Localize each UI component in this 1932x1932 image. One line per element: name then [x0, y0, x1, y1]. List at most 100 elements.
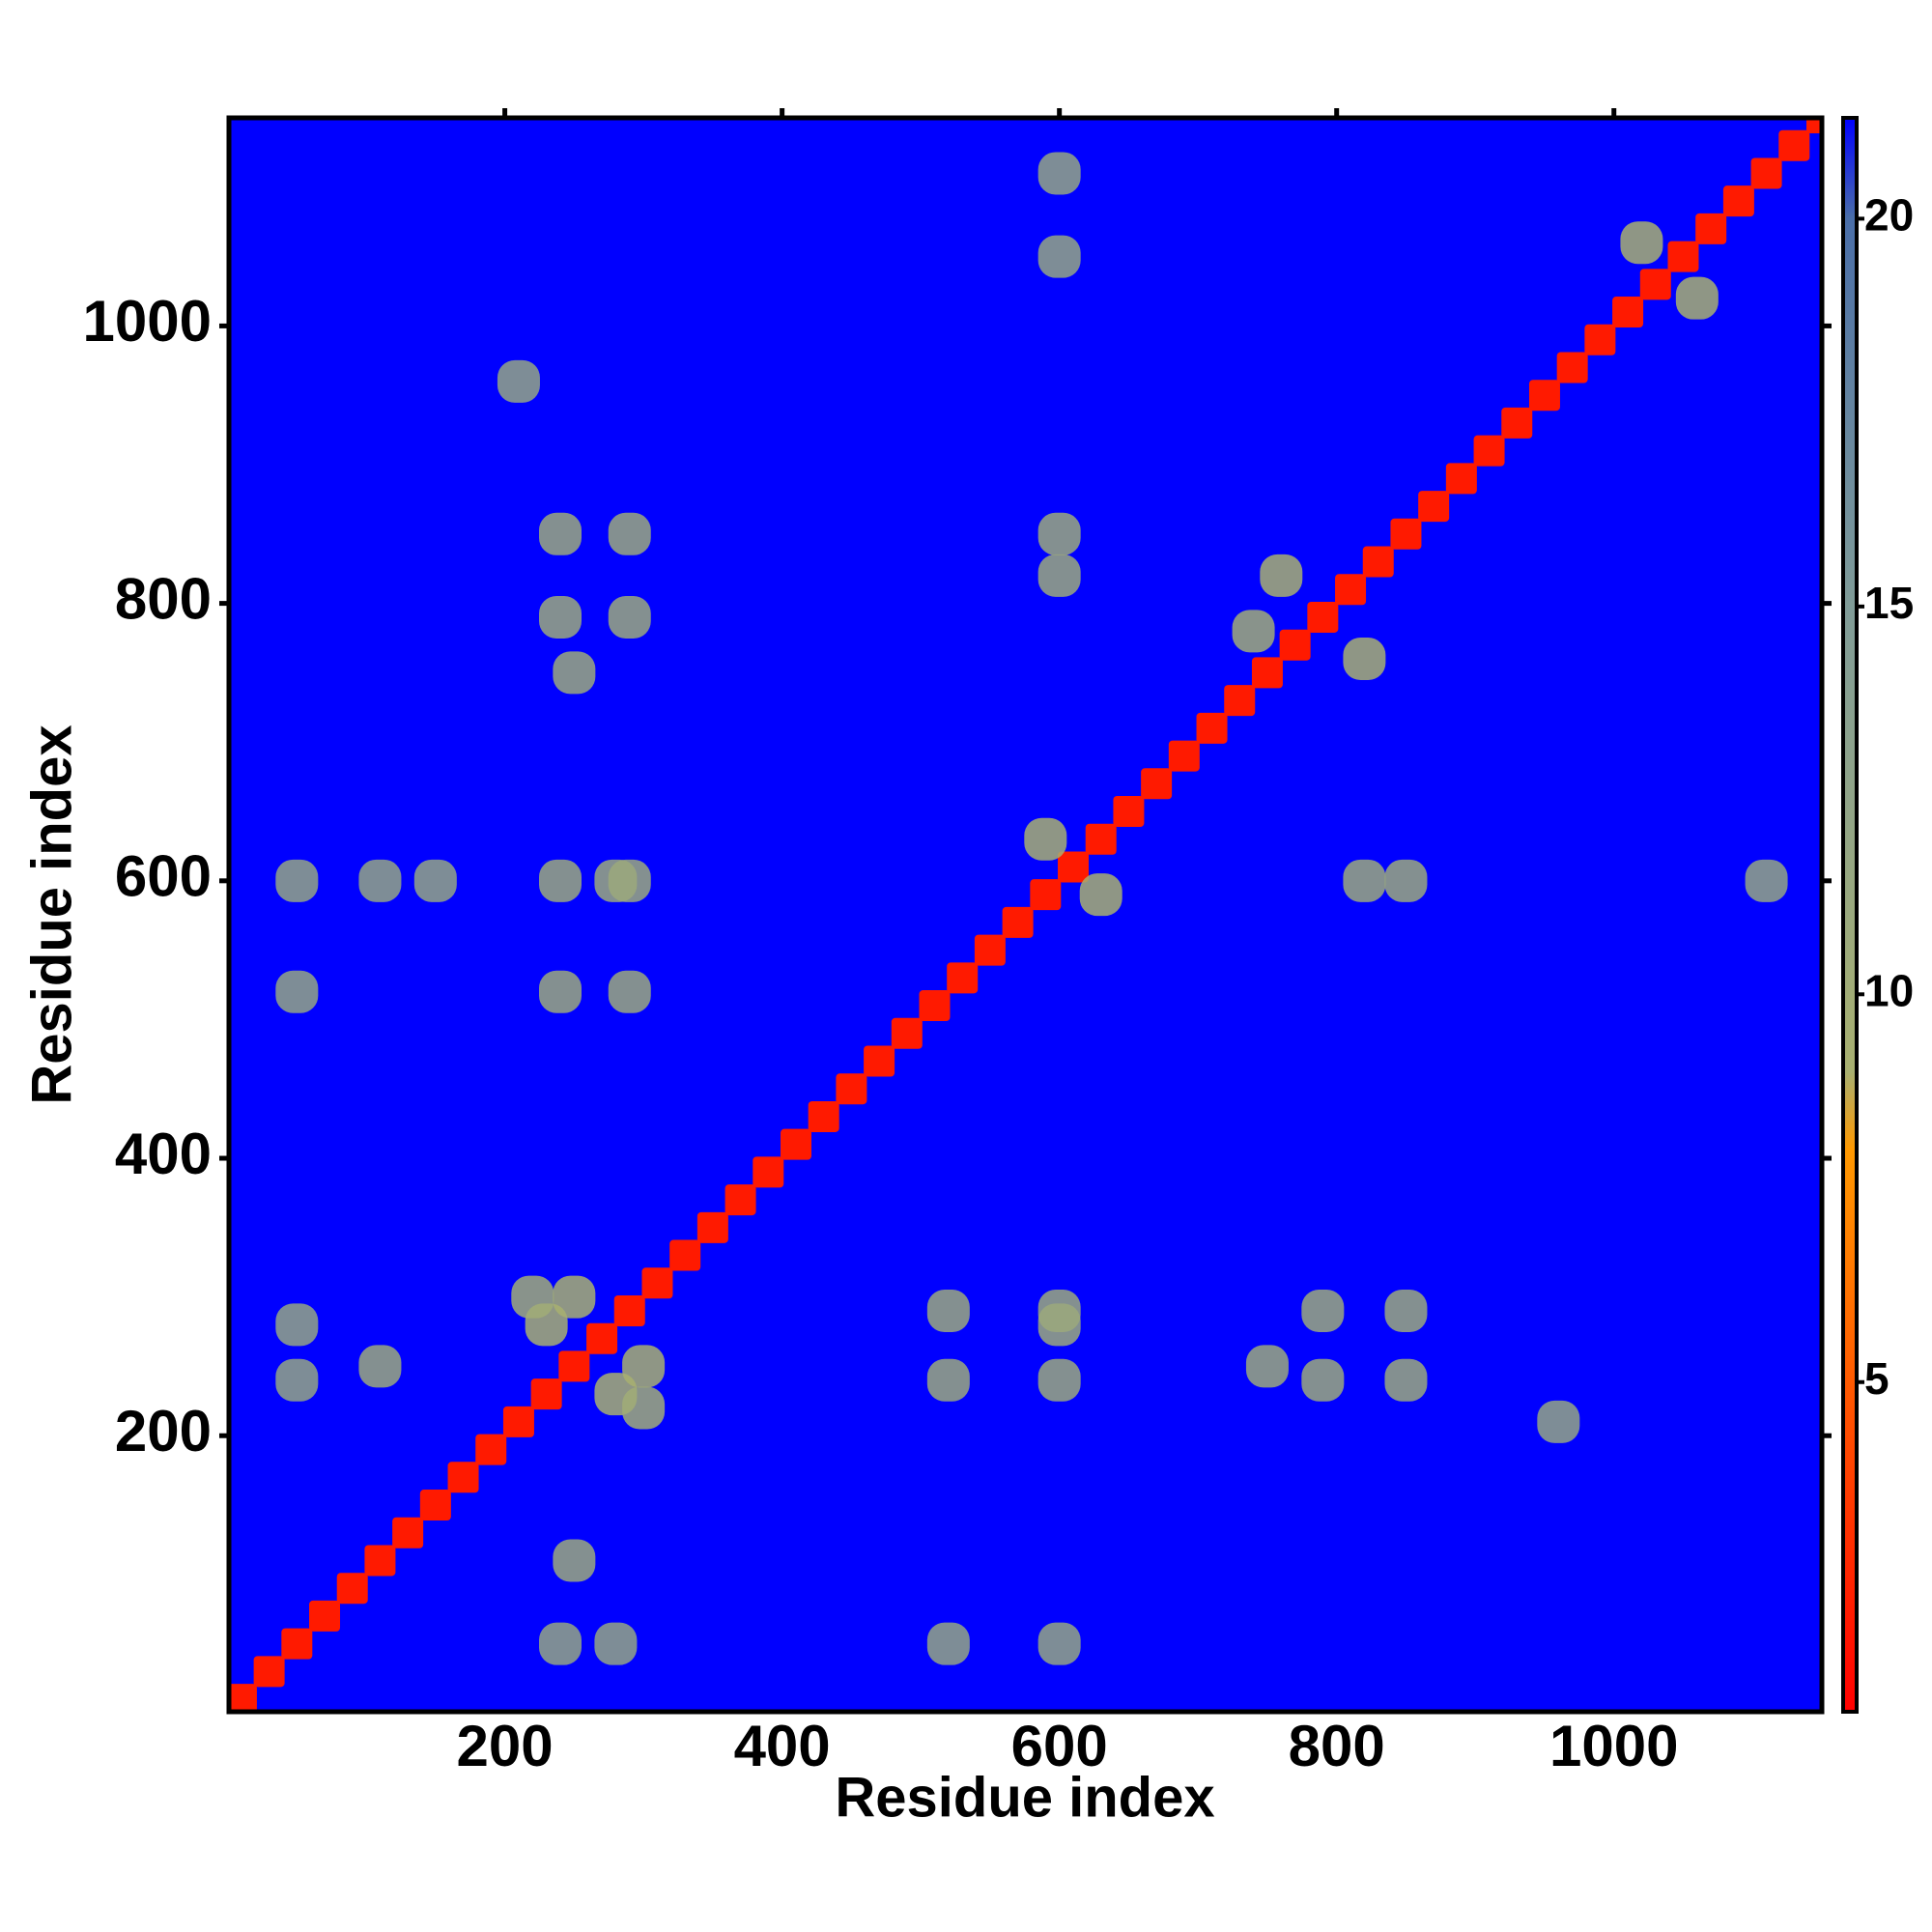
- colorbar: [1841, 116, 1859, 1714]
- cell: [530, 1378, 562, 1410]
- cell: [1335, 574, 1367, 606]
- cell: [553, 1275, 596, 1319]
- y-tick-label: 400: [115, 1122, 212, 1186]
- cell: [539, 859, 582, 902]
- cell: [1528, 380, 1560, 412]
- colorbar-tick-label: 5: [1864, 1353, 1889, 1404]
- cell: [947, 962, 979, 994]
- cell: [1141, 768, 1173, 800]
- cell: [1079, 873, 1122, 917]
- cell: [309, 1600, 341, 1632]
- cell: [511, 1275, 554, 1319]
- cell: [1301, 1289, 1345, 1332]
- cell: [275, 859, 319, 902]
- cell: [1037, 1358, 1081, 1402]
- cell: [919, 990, 951, 1022]
- cell: [358, 1345, 402, 1388]
- cell: [1556, 352, 1588, 384]
- cell: [275, 1303, 319, 1347]
- cell: [594, 1622, 638, 1665]
- cell: [539, 1622, 582, 1665]
- cell: [1612, 297, 1644, 328]
- cell: [1362, 546, 1394, 578]
- cell: [1806, 118, 1822, 133]
- y-tick-label: 1000: [83, 289, 212, 354]
- cell: [1473, 435, 1505, 467]
- cell: [1675, 276, 1719, 320]
- cell: [275, 1358, 319, 1402]
- cell: [558, 1350, 590, 1382]
- cell: [1667, 241, 1699, 272]
- cell: [447, 1462, 479, 1493]
- cell: [1168, 740, 1200, 772]
- cell: [1390, 518, 1422, 550]
- cell: [1501, 407, 1533, 439]
- cell: [1260, 554, 1303, 597]
- cell: [358, 859, 402, 902]
- cell: [1085, 823, 1117, 855]
- cell: [1245, 1345, 1289, 1388]
- x-tick-label: 600: [1011, 1714, 1108, 1778]
- cell: [1445, 463, 1477, 495]
- plot-frame: [226, 115, 1825, 1715]
- cell: [364, 1545, 396, 1577]
- cell: [1778, 129, 1810, 161]
- cell: [696, 1211, 728, 1243]
- cells: [229, 118, 1822, 1712]
- cell: [1251, 657, 1283, 689]
- cell: [926, 1622, 970, 1665]
- cell: [1343, 859, 1386, 902]
- colorbar-tick-label: 15: [1864, 578, 1914, 628]
- cell: [1113, 796, 1145, 828]
- cell: [275, 970, 319, 1013]
- cell: [1037, 152, 1081, 195]
- x-axis-title: Residue index: [835, 1766, 1214, 1829]
- cell: [281, 1628, 313, 1660]
- cell: [553, 651, 596, 695]
- cell: [974, 934, 1006, 966]
- cell: [1301, 1358, 1345, 1402]
- cell: [864, 1045, 895, 1077]
- cell: [1418, 491, 1450, 523]
- cell: [622, 1386, 666, 1430]
- cell: [622, 1345, 666, 1388]
- cell: [1037, 512, 1081, 555]
- x-tick-label: 400: [734, 1714, 831, 1778]
- cell: [1002, 906, 1034, 938]
- y-axis-title: Residue index: [20, 724, 83, 1104]
- cell: [229, 1684, 257, 1712]
- cell: [808, 1100, 839, 1132]
- cell: [669, 1239, 701, 1271]
- cell: [926, 1358, 970, 1402]
- y-tick-label: 800: [115, 566, 212, 631]
- cell: [641, 1267, 673, 1299]
- cell: [608, 595, 651, 639]
- x-tick-label: 1000: [1549, 1714, 1678, 1778]
- cell: [1750, 157, 1782, 189]
- cell: [475, 1434, 507, 1465]
- cell: [553, 1539, 596, 1582]
- colorbar-tick-label: 10: [1864, 965, 1914, 1015]
- cell: [753, 1156, 784, 1188]
- cell: [539, 595, 582, 639]
- cell: [502, 1406, 534, 1437]
- cell: [608, 512, 651, 555]
- cell: [539, 970, 582, 1013]
- cell: [594, 859, 638, 902]
- cell: [1384, 859, 1428, 902]
- cell: [419, 1490, 451, 1521]
- cell: [1196, 712, 1228, 744]
- cell: [1037, 554, 1081, 597]
- cell: [1620, 221, 1663, 265]
- cell: [1537, 1400, 1580, 1443]
- cell: [1384, 1289, 1428, 1332]
- cell: [539, 512, 582, 555]
- cell: [836, 1073, 867, 1105]
- cell: [608, 970, 651, 1013]
- cell: [336, 1573, 368, 1605]
- cell: [253, 1656, 285, 1688]
- cell: [891, 1017, 923, 1049]
- cell: [497, 359, 540, 403]
